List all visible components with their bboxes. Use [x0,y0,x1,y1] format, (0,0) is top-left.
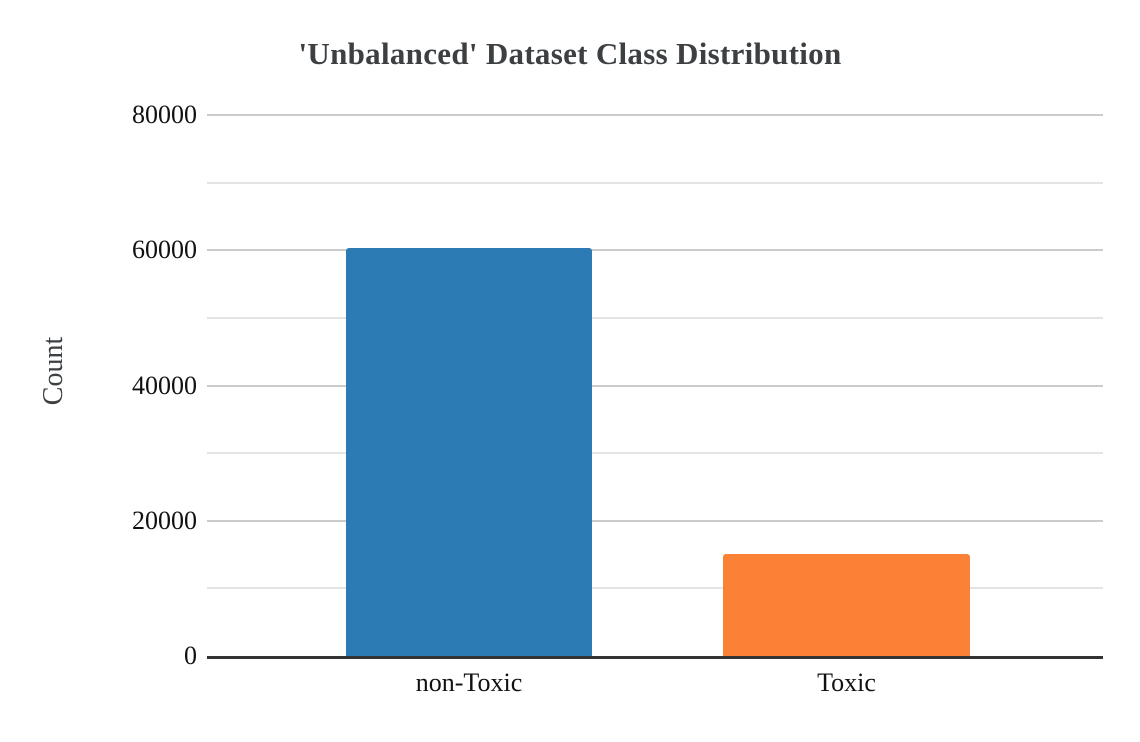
major-gridline-60000 [207,249,1103,252]
minor-gridline-10000 [207,587,1103,590]
y-tick-label-20000: 20000 [132,505,197,535]
chart-title: 'Unbalanced' Dataset Class Distribution [298,36,842,71]
x-tick-label-non-toxic: non-Toxic [415,668,523,697]
bar-toxic [723,553,970,656]
bar-non-toxic [346,248,592,656]
y-tick-label-80000: 80000 [132,100,197,129]
major-gridline-20000 [207,519,1103,522]
x-tick-label-toxic: Toxic [817,668,876,697]
major-gridline-40000 [207,384,1103,387]
minor-gridline-30000 [207,452,1103,455]
major-gridline-80000 [207,114,1103,116]
y-tick-label-60000: 60000 [132,235,197,265]
y-axis-label: Count [38,336,69,406]
y-tick-label-40000: 40000 [132,370,197,400]
plot-area [207,114,1103,659]
minor-gridline-70000 [207,181,1103,184]
y-tick-label-0: 0 [184,641,197,670]
minor-gridline-50000 [207,316,1103,319]
